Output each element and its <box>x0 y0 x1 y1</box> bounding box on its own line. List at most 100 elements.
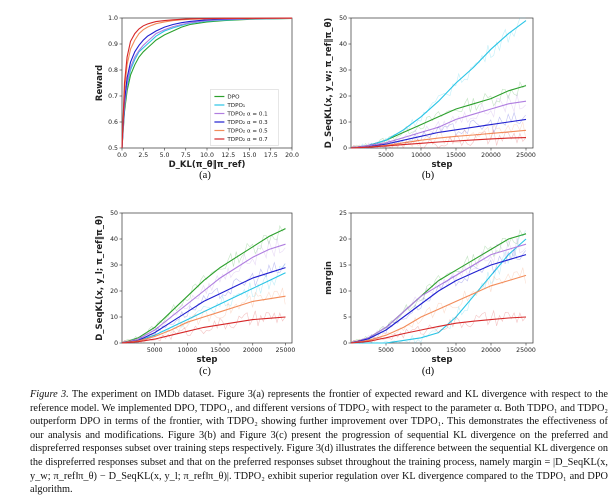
panel-c-ytick-label: 50 <box>110 210 118 217</box>
panel-d-series-2-noise <box>350 237 526 344</box>
caption-line-2: TDPO₂ outperform DPO in terms of the fro… <box>30 402 608 428</box>
panel-a-xtick-label: 15.0 <box>243 152 257 159</box>
panel-d-xlabel: step <box>432 355 453 365</box>
panel-a-legend-box <box>210 89 279 146</box>
panel-c-xtick-label: 15000 <box>210 347 230 354</box>
panel-c-series-0-noise <box>121 224 286 343</box>
panel-b-ytick-label: 30 <box>339 67 347 74</box>
panel-c-ytick-label: 0 <box>114 340 118 347</box>
panel-c-series-3-line <box>121 267 286 344</box>
panel-d-xtick-label: 20000 <box>481 347 501 354</box>
panel-d-ytick-label: 20 <box>339 236 347 243</box>
panel-c-ylabel: D_SeqKL(x, y_l; π_ref‖π_θ) <box>95 215 105 341</box>
caption-line-0: The experiment on IMDb dataset. Figure 3… <box>71 389 608 400</box>
panel-a-legend-label-0: DPO <box>227 95 240 101</box>
panel-b-xtick-label: 10000 <box>411 152 431 159</box>
panel-b-series-1-line <box>350 20 527 149</box>
panel-c-series-3-noise <box>121 261 286 344</box>
panel-b-ylabel: D_SeqKL(x, y_w; π_ref‖π_θ) <box>324 18 334 149</box>
panel-c-label: (c) <box>199 366 211 377</box>
panel-b-series-5-noise <box>350 129 526 149</box>
panel-a-xtick-label: 0.0 <box>117 152 127 159</box>
panel-c-ytick-label: 20 <box>110 288 118 295</box>
panel-a-ytick-label: 0.6 <box>108 119 118 126</box>
panel-c-frame <box>121 212 293 344</box>
panel-c-series-4-line <box>121 295 286 344</box>
panel-b-series-2-noise <box>350 93 526 149</box>
panel-a-series-5-line <box>121 17 293 149</box>
panel-a-ytick-label: 0.5 <box>108 145 118 152</box>
panel-b-label: (b) <box>421 170 435 181</box>
panel-a-ytick-label: 0.7 <box>108 93 118 100</box>
panel-b-series-5-line <box>350 137 527 149</box>
panel-d-ylabel: margin <box>324 261 334 295</box>
panel-c-series-5-noise <box>121 310 286 344</box>
panel-d-xtick-label: 25000 <box>516 347 536 354</box>
panel-a-ylabel: Reward <box>95 65 105 101</box>
panel-a-xtick-label: 10.0 <box>200 152 214 159</box>
panel-a-series-2-line <box>121 17 293 149</box>
caption-line-6: margin = |D_SeqKL(x, y_w; π_ref‖π_θ) − D… <box>30 456 609 482</box>
panel-a-series-3-line <box>121 17 293 149</box>
panel-b-ytick-label: 20 <box>339 93 347 100</box>
panel-b-series-2-line <box>350 100 527 149</box>
panel-d-series-4-line <box>350 274 527 344</box>
panel-d-ytick-label: 5 <box>343 314 347 321</box>
panel-a-legend-label-5: TDPO₂ α = 0.7 <box>226 137 268 143</box>
panel-b-xlabel: step <box>432 160 453 170</box>
panel-d-series-5-noise <box>350 309 526 344</box>
panel-b-xtick-label: 20000 <box>481 152 501 159</box>
caption-line-4: preferred and dispreferred responses sub… <box>30 429 608 455</box>
panel-c-chart: 5000 10000 15000 20000 25000 0 10 20 30 40 50 step D… <box>95 210 296 365</box>
panel-c-xlabel: step <box>197 355 218 365</box>
panel-d-chart: 5000 10000 15000 20000 25000 0 5 10 15 20 25 step ma… <box>324 210 536 365</box>
panel-a-xtick-label: 12.5 <box>221 152 235 159</box>
panel-d-xtick-label: 15000 <box>446 347 466 354</box>
caption-line-1: reference model. We implemented DPO, TDP… <box>30 402 576 414</box>
panel-d-label: (d) <box>421 366 435 377</box>
panel-c-ytick-label: 10 <box>110 314 118 321</box>
caption-lead: Figure 3. <box>30 389 69 400</box>
panel-c-series-1-line <box>121 272 286 344</box>
panel-b-xtick-label: 5000 <box>378 152 394 159</box>
panel-d-ytick-label: 15 <box>339 262 347 269</box>
panel-a-xtick-label: 7.5 <box>181 152 191 159</box>
panel-d-series-5-line <box>350 316 527 344</box>
panel-a-chart: 0.0 2.5 5.0 7.5 10.0 12.5 15.0 17.5 20.0 0.5 0.6 0.… <box>95 15 299 170</box>
panel-c-series-0-line <box>121 228 286 344</box>
panel-c-xtick-label: 20000 <box>243 347 263 354</box>
panel-d-xtick-label: 5000 <box>378 347 394 354</box>
panel-a-series-0-line <box>121 17 293 149</box>
panel-b-series-3-noise <box>350 111 526 149</box>
panel-a-ytick-label: 0.8 <box>108 67 118 74</box>
panel-b-ytick-label: 10 <box>339 119 347 126</box>
panel-a-ytick-label: 0.9 <box>108 41 118 48</box>
panel-b-xtick-label: 25000 <box>516 152 536 159</box>
panel-a-xlabel: D_KL(π_θ‖π_ref) <box>169 160 246 170</box>
panel-d-series-3-line <box>350 254 527 344</box>
panel-d-series-4-noise <box>350 267 526 344</box>
figure-caption: Figure 3. The experiment on IMDb dataset… <box>30 388 608 497</box>
panel-b-series-0-noise <box>350 81 526 149</box>
panel-b-series-1-noise <box>350 17 526 149</box>
panel-c-ytick-label: 40 <box>110 236 118 243</box>
figure-3: 0.0 2.5 5.0 7.5 10.0 12.5 15.0 17.5 20.0 0.5 0.6 0.… <box>95 15 536 377</box>
caption-line-3: effectiveness of our analysis and modifi… <box>30 416 608 441</box>
panel-c-xtick-label: 5000 <box>147 347 163 354</box>
panel-b-frame <box>350 17 534 149</box>
panel-b-xtick-label: 15000 <box>446 152 466 159</box>
panel-d-ytick-label: 25 <box>339 210 347 217</box>
caption-line-5: KL divergence on the dispreferred respon… <box>30 443 608 468</box>
panel-a-xtick-label: 17.5 <box>264 152 278 159</box>
panel-a-legend-label-4: TDPO₂ α = 0.5 <box>226 129 268 135</box>
panel-d-frame <box>350 212 534 344</box>
caption-line-7: the TDPO₁ and DPO algorithm. <box>30 470 608 496</box>
panel-c-xtick-label: 25000 <box>276 347 296 354</box>
panel-c-series-2-noise <box>121 237 286 344</box>
panel-a-xtick-label: 2.5 <box>138 152 148 159</box>
panel-d-series-0-noise <box>350 229 526 343</box>
panel-c-series-5-line <box>121 316 286 344</box>
panel-b-series-3-line <box>350 118 527 149</box>
panel-d-ytick-label: 0 <box>343 340 347 347</box>
panel-c-series-2-line <box>121 243 286 344</box>
